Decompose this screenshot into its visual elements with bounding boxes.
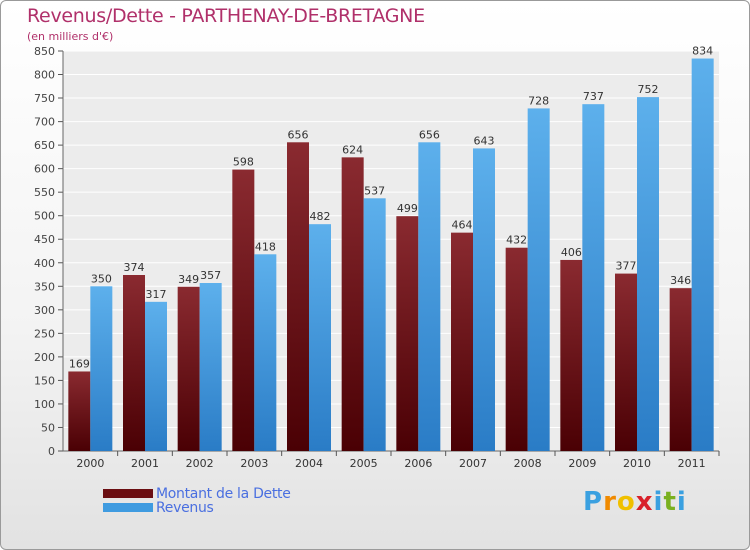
bar-dette xyxy=(560,259,583,451)
data-label: 499 xyxy=(397,202,418,215)
legend-swatch-revenus xyxy=(103,503,153,512)
bar-dette xyxy=(68,371,91,451)
data-label: 374 xyxy=(124,261,145,274)
data-label: 317 xyxy=(146,288,167,301)
bar-dette xyxy=(287,142,309,451)
bar-revenus xyxy=(90,286,113,451)
data-label: 432 xyxy=(506,234,527,247)
bar-revenus xyxy=(145,301,167,451)
y-tick-label: 350 xyxy=(34,280,55,293)
bar-dette xyxy=(615,273,637,451)
y-tick-label: 550 xyxy=(34,186,55,199)
x-tick-label: 2007 xyxy=(459,457,487,470)
data-label: 406 xyxy=(561,246,582,259)
y-tick-label: 600 xyxy=(34,163,55,176)
bar-revenus xyxy=(582,104,605,452)
plot-area xyxy=(63,51,719,451)
y-tick-label: 50 xyxy=(41,421,55,434)
data-label: 169 xyxy=(69,357,90,370)
bar-revenus xyxy=(691,58,714,451)
logo-letter: r xyxy=(603,487,617,517)
data-label: 728 xyxy=(528,94,549,107)
logo-letter: i xyxy=(653,487,664,517)
bar-dette xyxy=(669,288,692,451)
y-tick-label: 700 xyxy=(34,116,55,129)
data-label: 377 xyxy=(616,260,637,273)
bar-revenus xyxy=(363,198,386,451)
bar-revenus xyxy=(527,108,550,451)
bar-revenus xyxy=(473,148,495,452)
x-tick-label: 2004 xyxy=(295,457,323,470)
data-label: 656 xyxy=(419,128,440,141)
bar-dette xyxy=(123,275,145,451)
y-tick-label: 0 xyxy=(48,445,55,458)
bar-dette xyxy=(451,232,473,451)
bar-dette xyxy=(341,157,364,451)
data-label: 350 xyxy=(91,272,112,285)
y-tick-label: 100 xyxy=(34,398,55,411)
data-label: 418 xyxy=(255,240,276,253)
y-tick-label: 150 xyxy=(34,374,55,387)
x-tick-label: 2002 xyxy=(186,457,214,470)
y-tick-label: 450 xyxy=(34,233,55,246)
x-tick-label: 2011 xyxy=(678,457,706,470)
x-tick-label: 2010 xyxy=(623,457,651,470)
bar-dette xyxy=(177,286,200,451)
y-tick-label: 300 xyxy=(34,304,55,317)
logo-letter: i xyxy=(676,487,687,517)
x-tick-label: 2009 xyxy=(568,457,596,470)
logo-letter: x xyxy=(635,487,654,517)
x-tick-label: 2008 xyxy=(514,457,542,470)
x-tick-label: 2003 xyxy=(240,457,268,470)
data-label: 752 xyxy=(638,83,659,96)
bar-dette xyxy=(505,247,528,451)
data-label: 643 xyxy=(474,134,495,147)
bar-revenus xyxy=(418,142,441,451)
data-label: 464 xyxy=(452,219,473,232)
data-label: 346 xyxy=(670,274,691,287)
y-tick-label: 650 xyxy=(34,139,55,152)
data-label: 537 xyxy=(364,184,385,197)
y-tick-label: 500 xyxy=(34,210,55,223)
bar-revenus xyxy=(254,254,277,451)
y-tick-label: 250 xyxy=(34,327,55,340)
y-tick-label: 400 xyxy=(34,257,55,270)
bar-revenus xyxy=(309,224,331,451)
legend-label-revenus: Revenus xyxy=(156,500,214,516)
x-tick-label: 2000 xyxy=(76,457,104,470)
bar-dette xyxy=(396,216,419,451)
y-tick-label: 750 xyxy=(34,92,55,105)
bar-dette xyxy=(232,169,255,451)
chart-title: Revenus/Dette - PARTHENAY-DE-BRETAGNE xyxy=(27,5,425,27)
bar-revenus xyxy=(199,283,222,451)
data-label: 624 xyxy=(342,143,363,156)
data-label: 656 xyxy=(288,128,309,141)
data-label: 834 xyxy=(692,45,713,58)
bar-revenus xyxy=(637,97,659,451)
x-tick-label: 2001 xyxy=(131,457,159,470)
y-tick-label: 850 xyxy=(34,45,55,58)
x-tick-label: 2005 xyxy=(350,457,378,470)
chart-subtitle: (en milliers d'€) xyxy=(27,30,114,43)
data-label: 482 xyxy=(310,210,331,223)
legend-swatch-dette xyxy=(103,489,153,498)
logo-letter: t xyxy=(663,487,677,517)
data-label: 357 xyxy=(200,269,221,282)
data-label: 737 xyxy=(583,90,604,103)
y-tick-label: 800 xyxy=(34,69,55,82)
x-tick-label: 2006 xyxy=(404,457,432,470)
logo-letter: o xyxy=(616,487,636,517)
legend-label-dette: Montant de la Dette xyxy=(156,486,291,502)
y-tick-label: 200 xyxy=(34,351,55,364)
data-label: 598 xyxy=(233,156,254,169)
proxiti-logo: Proxiti xyxy=(583,487,687,517)
logo-letter: P xyxy=(583,487,604,517)
data-label: 349 xyxy=(178,273,199,286)
